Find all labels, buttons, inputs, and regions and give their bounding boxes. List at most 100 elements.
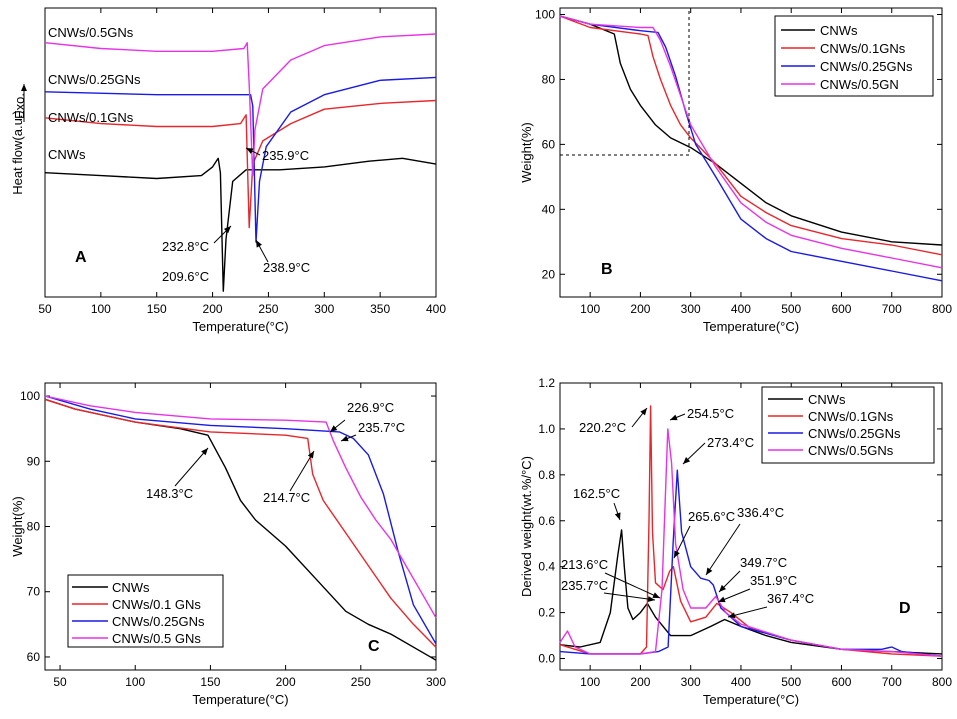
annotation-arrow-head (728, 612, 736, 619)
legend-label: CNWs/0.25GNs (112, 614, 205, 629)
legend-label: CNWs (820, 23, 858, 38)
x-tick-label: 700 (882, 302, 902, 316)
y-tick-label: 70 (27, 585, 41, 599)
annotation-arrow-head (223, 226, 231, 234)
annotation-arrow-head (614, 512, 621, 520)
y-tick-label: 0.6 (538, 514, 555, 528)
annotation-arrow (705, 523, 741, 576)
panel-label-D: D (899, 600, 911, 617)
x-tick-label: 200 (203, 302, 223, 316)
x-tick-label: 100 (125, 675, 145, 689)
plot-frame-A (44, 7, 437, 298)
y-tick-label: 100 (535, 7, 555, 21)
y-tick-label: 80 (27, 520, 41, 534)
annotation-label: 213.6°C (561, 557, 608, 572)
series-line-0 (44, 157, 437, 292)
x-tick-label: 700 (882, 675, 902, 689)
annotation-arrow-head (670, 414, 678, 421)
annotation-arrow-head (674, 550, 680, 558)
x-tick-label: 100 (580, 675, 600, 689)
x-axis-label: Temperature(°C) (192, 319, 288, 334)
annotation-label: 351.9°C (750, 573, 797, 588)
y-tick-label: 60 (542, 137, 556, 151)
plot-frame-D (559, 382, 943, 671)
series-line-2 (559, 469, 943, 657)
annotation-label: 148.3°C (146, 486, 193, 501)
series-line-3 (559, 428, 943, 657)
annotation-label: 265.6°C (688, 509, 735, 524)
annotation-arrow (603, 592, 656, 601)
series-label: CNWs/0.5GNs (48, 25, 134, 40)
y-tick-label: 1.2 (538, 376, 555, 390)
annotation-arrow-head (256, 240, 262, 248)
x-tick-label: 50 (38, 302, 52, 316)
legend-label: CNWs/0.25GNs (820, 59, 913, 74)
y-tick-label: 1.0 (538, 422, 555, 436)
annotation-label: 235.7°C (358, 420, 405, 435)
x-tick-label: 500 (781, 675, 801, 689)
y-tick-label: 90 (27, 454, 41, 468)
series-line-0 (559, 529, 943, 655)
annotation-arrow-head (330, 425, 338, 432)
series-line-2 (44, 395, 437, 645)
annotation-arrow-head (683, 456, 691, 464)
series-label: CNWs/0.1GNs (48, 110, 134, 125)
panel-label-A: A (75, 249, 87, 266)
annotation-arrow (174, 447, 209, 487)
x-tick-label: 800 (932, 675, 952, 689)
annotation-arrow-head (201, 448, 208, 456)
annotation-label: 273.4°C (707, 435, 754, 450)
x-axis-label: Temperature(°C) (703, 692, 799, 707)
y-axis-label: Heat flow(a.u.) (10, 110, 25, 195)
annotation-arrow-head (706, 567, 713, 575)
annotation-label: 235.7°C (561, 578, 608, 593)
x-tick-label: 300 (681, 675, 701, 689)
x-tick-label: 600 (831, 302, 851, 316)
exo-arrow-head (21, 84, 27, 91)
series-line-2 (559, 15, 943, 282)
x-tick-label: 400 (731, 302, 751, 316)
y-tick-label: 80 (542, 72, 556, 86)
annotation-arrow-head (640, 408, 647, 416)
panel-label-B: B (601, 261, 613, 278)
series-line-3 (44, 33, 437, 177)
y-tick-label: 0.2 (538, 606, 555, 620)
annotation-arrow-head (652, 592, 660, 598)
legend-label: CNWs (808, 392, 846, 407)
series-label: CNWs/0.25GNs (48, 72, 141, 87)
legend-label: CNWs/0.5GN (820, 77, 899, 92)
annotation-label: 235.9°C (262, 148, 309, 163)
x-tick-label: 400 (731, 675, 751, 689)
x-tick-label: 400 (426, 302, 446, 316)
legend-label: CNWs/0.25GNs (808, 426, 901, 441)
annotation-label: 336.4°C (737, 505, 784, 520)
x-tick-label: 350 (370, 302, 390, 316)
x-tick-label: 200 (630, 302, 650, 316)
annotation-label: 220.2°C (579, 420, 626, 435)
y-tick-label: 100 (20, 389, 40, 403)
y-tick-label: 40 (542, 202, 556, 216)
legend-label: CNWs/0.1GNs (808, 409, 894, 424)
x-tick-label: 200 (276, 675, 296, 689)
annotation-arrow-head (341, 435, 349, 442)
plot-frame-B (559, 7, 943, 298)
exo-label: Exo. (12, 93, 27, 119)
annotation-label: 349.7°C (740, 555, 787, 570)
legend-label: CNWs/0.1 GNs (112, 597, 201, 612)
y-tick-label: 60 (27, 650, 41, 664)
x-tick-label: 300 (681, 302, 701, 316)
x-axis-label: Temperature(°C) (703, 319, 799, 334)
series-line-1 (44, 398, 437, 648)
legend-label: CNWs/0.5GNs (808, 443, 894, 458)
annotation-label: 232.8°C (162, 239, 209, 254)
annotation-label: 367.4°C (767, 591, 814, 606)
x-tick-label: 300 (426, 675, 446, 689)
series-line-1 (559, 15, 943, 256)
legend-label: CNWs (112, 580, 150, 595)
series-line-3 (559, 15, 943, 269)
y-tick-label: 0.0 (538, 652, 555, 666)
series-line-0 (559, 15, 943, 246)
y-axis-label: Weight(%) (10, 496, 25, 556)
x-tick-label: 250 (258, 302, 278, 316)
y-axis-label: Weight(%) (519, 122, 534, 182)
